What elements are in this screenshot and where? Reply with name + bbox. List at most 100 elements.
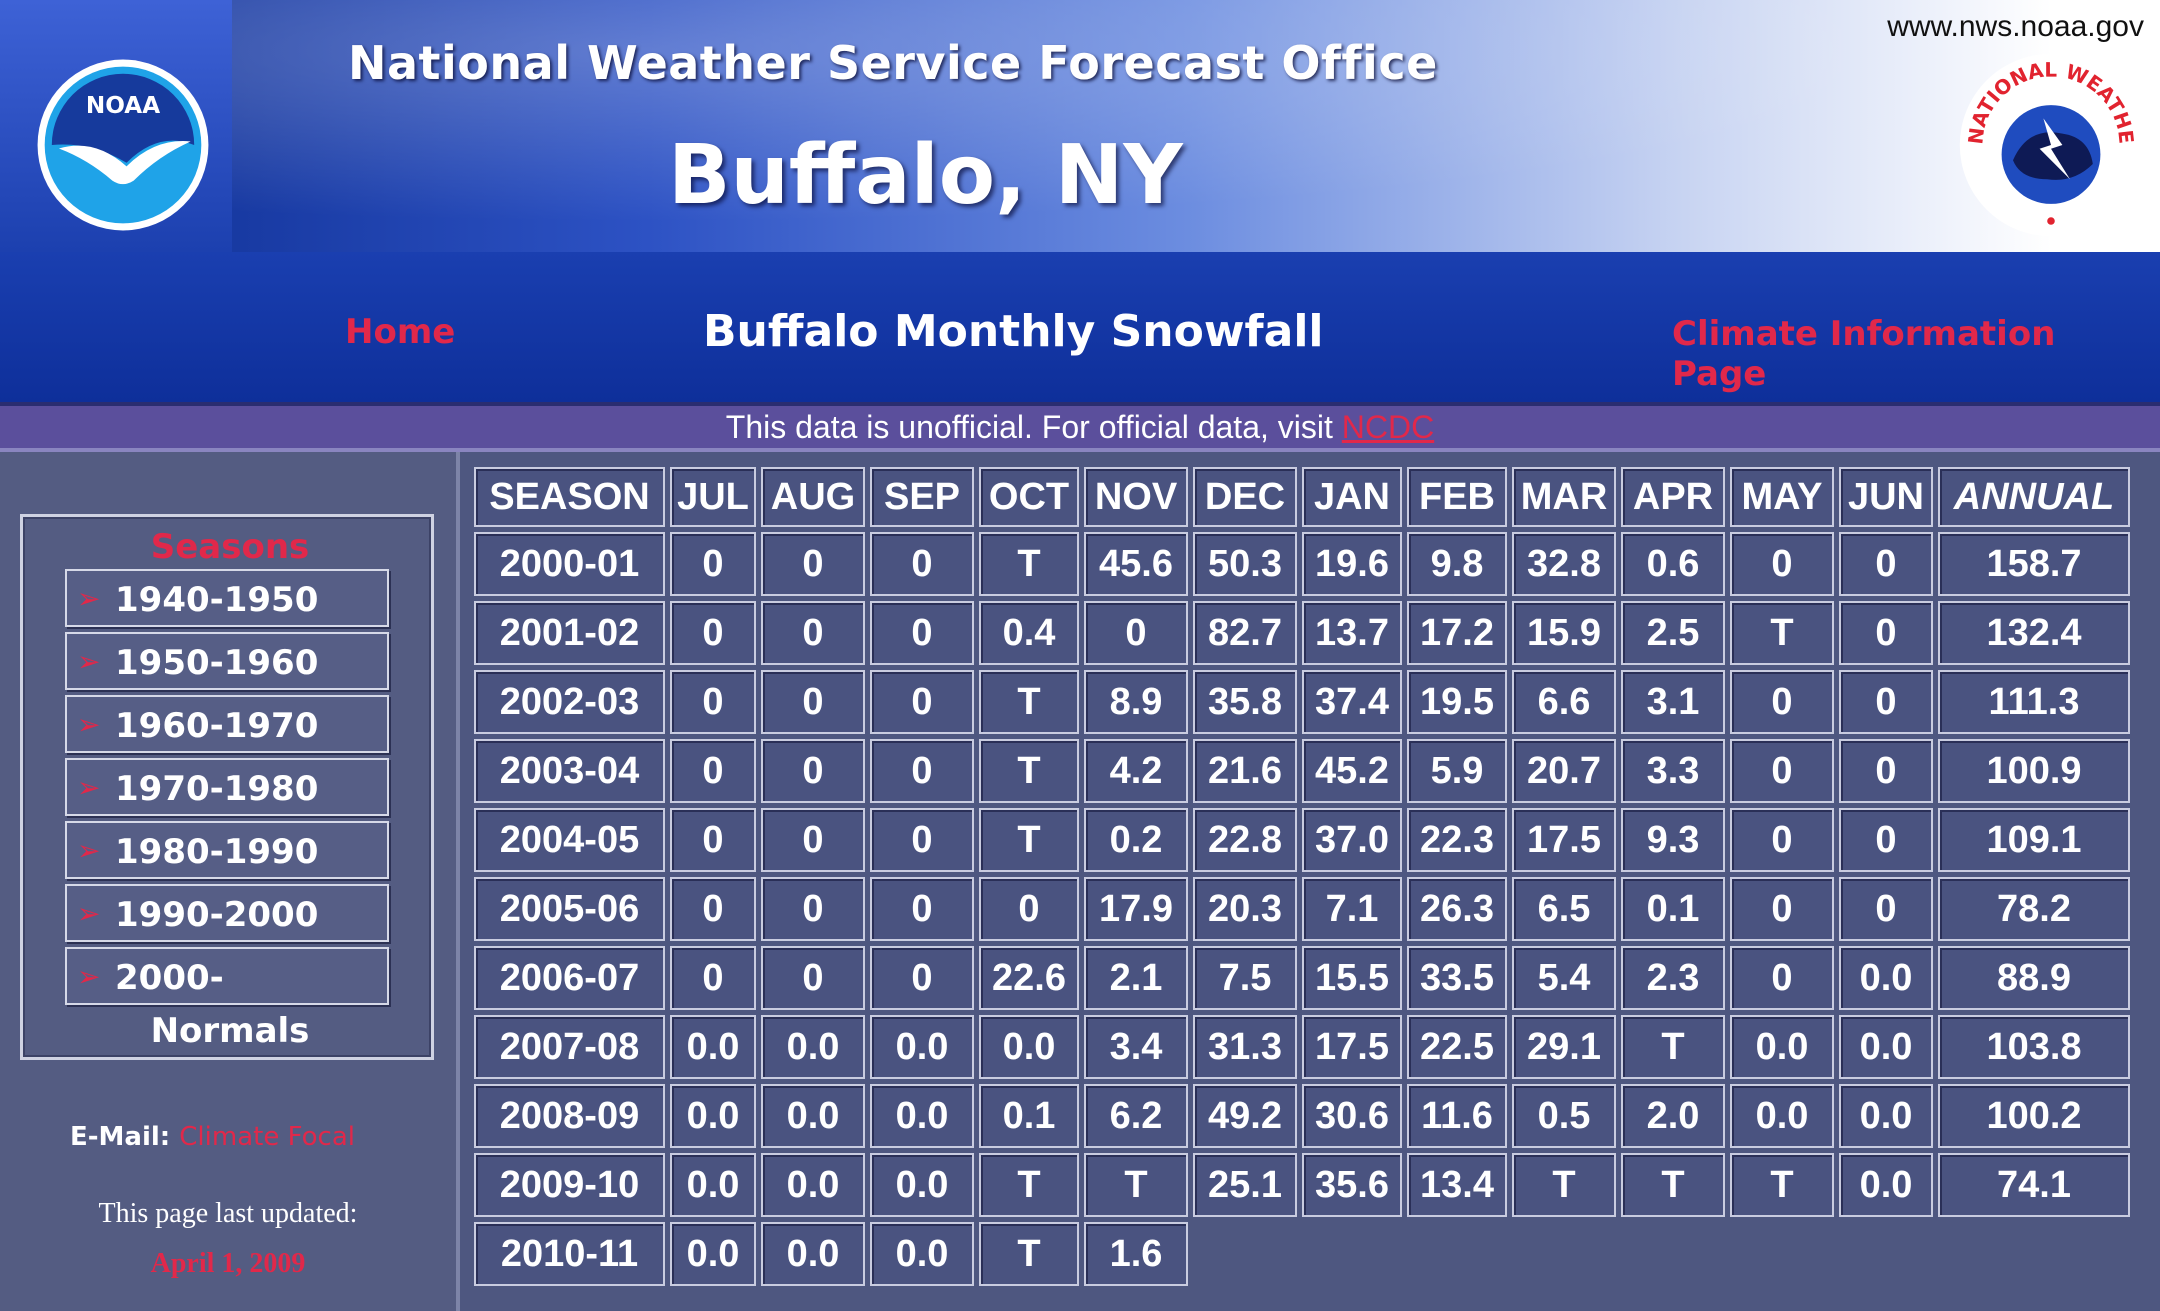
ncdc-link[interactable]: NCDC [1341,409,1435,445]
seasons-heading: Seasons [150,527,310,567]
snowfall-cell: 0 [870,739,974,803]
season-item-1960-1970[interactable]: ➢ 1960-1970 [65,695,389,753]
noaa-logo-icon[interactable]: NOAA [34,56,212,234]
season-cell: 2006-07 [474,946,665,1010]
snowfall-cell: 17.5 [1302,1015,1402,1079]
snowfall-cell: 7.5 [1193,946,1297,1010]
snowfall-cell: 0 [870,877,974,941]
season-cell: 2005-06 [474,877,665,941]
column-header-jun: JUN [1839,467,1933,527]
email-link[interactable]: Climate Focal [179,1122,355,1152]
season-cell: 2001-02 [474,601,665,665]
snowfall-cell: 29.1 [1512,1015,1616,1079]
snowfall-cell: 0 [670,739,756,803]
snowfall-cell: 0 [761,808,865,872]
snowfall-cell: 15.9 [1512,601,1616,665]
snowfall-cell: 0.0 [1839,1153,1933,1217]
table-row: 2003-04 0 0 0 T 4.2 21.6 45.2 5.9 20.7 3.3 0 0 100.9 [474,739,2130,803]
snowfall-cell: 3.4 [1084,1015,1188,1079]
season-cell: 2009-10 [474,1153,665,1217]
snowfall-cell: T [979,739,1079,803]
snowfall-cell: 0 [1839,808,1933,872]
snowfall-cell: T [979,808,1079,872]
snowfall-cell: 0 [1730,532,1834,596]
snowfall-cell: 0 [761,601,865,665]
column-header-jan: JAN [1302,467,1402,527]
snowfall-cell: 2.5 [1621,601,1725,665]
snowfall-cell: 74.1 [1938,1153,2130,1217]
snowfall-cell: T [1084,1153,1188,1217]
snowfall-cell: 37.0 [1302,808,1402,872]
city-title: Buffalo, NY [668,128,1183,223]
season-item-1940-1950[interactable]: ➢ 1940-1950 [65,569,389,627]
table-row: 2010-11 0.0 0.0 0.0 T 1.6 [474,1222,2130,1286]
snowfall-cell: 0.4 [979,601,1079,665]
snowfall-cell: 0 [1730,946,1834,1010]
season-item-1980-1990[interactable]: ➢ 1980-1990 [65,821,389,879]
season-item-1990-2000[interactable]: ➢ 1990-2000 [65,884,389,942]
season-item-label: 1970-1980 [115,769,319,809]
snowfall-cell: 3.1 [1621,670,1725,734]
snowfall-cell: 2.0 [1621,1084,1725,1148]
column-header-mar: MAR [1512,467,1616,527]
snowfall-cell: 6.2 [1084,1084,1188,1148]
column-header-dec: DEC [1193,467,1297,527]
snowfall-cell: 21.6 [1193,739,1297,803]
season-item-label: 1950-1960 [115,643,319,683]
normals-link[interactable]: Normals [150,1011,310,1051]
snowfall-cell: 0 [670,808,756,872]
banner-sheen [0,0,2160,252]
snowfall-cell: 35.8 [1193,670,1297,734]
arrow-right-icon: ➢ [77,582,101,615]
season-item-1950-1960[interactable]: ➢ 1950-1960 [65,632,389,690]
notice-text: This data is unofficial. For official da… [725,409,1342,445]
column-header-nov: NOV [1084,467,1188,527]
home-link[interactable]: Home [345,312,456,352]
snowfall-cell: T [979,1153,1079,1217]
snowfall-cell: 37.4 [1302,670,1402,734]
season-item-label: 1940-1950 [115,580,319,620]
snowfall-cell: 0 [1084,601,1188,665]
snowfall-cell: 0 [761,739,865,803]
snowfall-cell: 0.0 [1839,1084,1933,1148]
seasons-menu: Seasons ➢ 1940-1950 ➢ 1950-1960 ➢ 1960-1… [20,514,434,1060]
snowfall-cell: 33.5 [1407,946,1507,1010]
snowfall-cell: 0 [1839,739,1933,803]
snowfall-cell: 1.6 [1084,1222,1188,1286]
snowfall-cell: 19.6 [1302,532,1402,596]
office-title: National Weather Service Forecast Office [348,36,1438,90]
snowfall-cell: T [1621,1153,1725,1217]
snowfall-cell: 0.0 [870,1153,974,1217]
snowfall-cell: 50.3 [1193,532,1297,596]
season-cell: 2000-01 [474,532,665,596]
snowfall-cell: 22.5 [1407,1015,1507,1079]
season-cell: 2010-11 [474,1222,665,1286]
snowfall-cell: 0 [870,670,974,734]
email-contact: E-Mail: Climate Focal [70,1122,355,1152]
nws-seal-icon[interactable]: NATIONAL WEATHER SERVICE [1956,50,2146,240]
snowfall-cell: 0 [1839,601,1933,665]
table-header-row: SEASON JUL AUG SEP OCT NOV DEC JAN FEB MAR APR MAY J… [474,467,2130,527]
column-header-annual: ANNUAL [1938,467,2130,527]
snowfall-cell: 0 [979,877,1079,941]
snowfall-cell: 2.3 [1621,946,1725,1010]
column-header-season: SEASON [474,467,665,527]
arrow-right-icon: ➢ [77,708,101,741]
snowfall-cell: T [1730,1153,1834,1217]
snowfall-cell: 0.0 [1839,1015,1933,1079]
snowfall-cell: 20.7 [1512,739,1616,803]
snowfall-cell: 0 [761,877,865,941]
snowfall-cell: T [979,1222,1079,1286]
arrow-right-icon: ➢ [77,645,101,678]
column-header-aug: AUG [761,467,865,527]
snowfall-cell: 20.3 [1193,877,1297,941]
climate-info-link[interactable]: Climate Information Page [1672,314,2056,394]
snowfall-cell: 7.1 [1302,877,1402,941]
season-item-1970-1980[interactable]: ➢ 1970-1980 [65,758,389,816]
snowfall-cell: 22.8 [1193,808,1297,872]
column-header-feb: FEB [1407,467,1507,527]
snowfall-cell: 45.6 [1084,532,1188,596]
snowfall-cell: 5.4 [1512,946,1616,1010]
season-item-2000[interactable]: ➢ 2000- [65,947,389,1005]
table-row: 2004-05 0 0 0 T 0.2 22.8 37.0 22.3 17.5 9.3 0 0 109.1 [474,808,2130,872]
